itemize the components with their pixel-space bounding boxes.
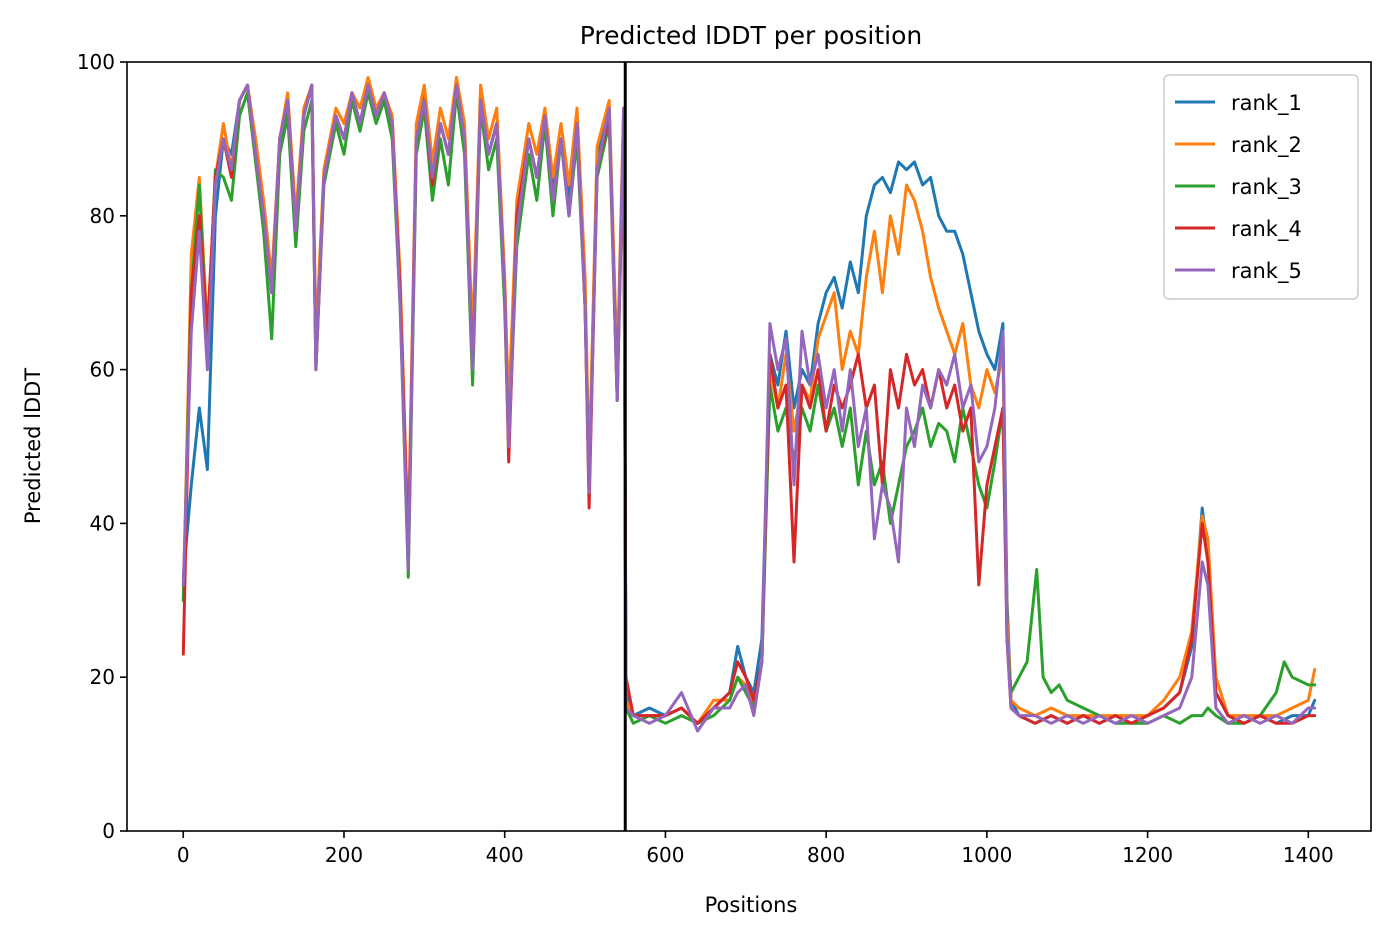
series-line-rank-5	[181, 83, 1317, 733]
x-tick-label: 200	[325, 843, 363, 867]
y-tick-label: 40	[90, 511, 115, 535]
x-tick-label: 1200	[1122, 843, 1173, 867]
y-axis-label: Predicted lDDT	[21, 368, 45, 524]
plot-frame	[126, 61, 1372, 832]
x-tick-label: 0	[177, 843, 190, 867]
x-tick-label: 600	[646, 843, 684, 867]
legend-label: rank_5	[1231, 259, 1302, 284]
x-axis-label: Positions	[705, 893, 798, 917]
y-tick-label: 0	[102, 819, 115, 843]
y-tick-label: 100	[77, 50, 115, 74]
y-tick-label: 20	[90, 665, 115, 689]
legend-label: rank_3	[1231, 175, 1302, 200]
legend: rank_1 rank_2 rank_3 rank_4 rank_5	[1163, 74, 1359, 300]
x-axis: 0 200 400 600 800 1000 1200 1400	[177, 831, 1334, 867]
x-tick-label: 1400	[1283, 843, 1334, 867]
x-tick-label: 400	[486, 843, 524, 867]
x-tick-label: 1000	[961, 843, 1012, 867]
legend-box	[1163, 74, 1359, 300]
y-tick-label: 60	[90, 358, 115, 382]
legend-label: rank_2	[1231, 133, 1302, 158]
legend-label: rank_1	[1231, 91, 1302, 116]
x-tick-label: 800	[807, 843, 845, 867]
legend-label: rank_4	[1231, 217, 1302, 242]
y-tick-label: 80	[90, 204, 115, 228]
chart-title: Predicted lDDT per position	[580, 21, 922, 50]
y-axis: 0 20 40 60 80 100	[77, 50, 127, 843]
series-lines	[181, 75, 1317, 733]
